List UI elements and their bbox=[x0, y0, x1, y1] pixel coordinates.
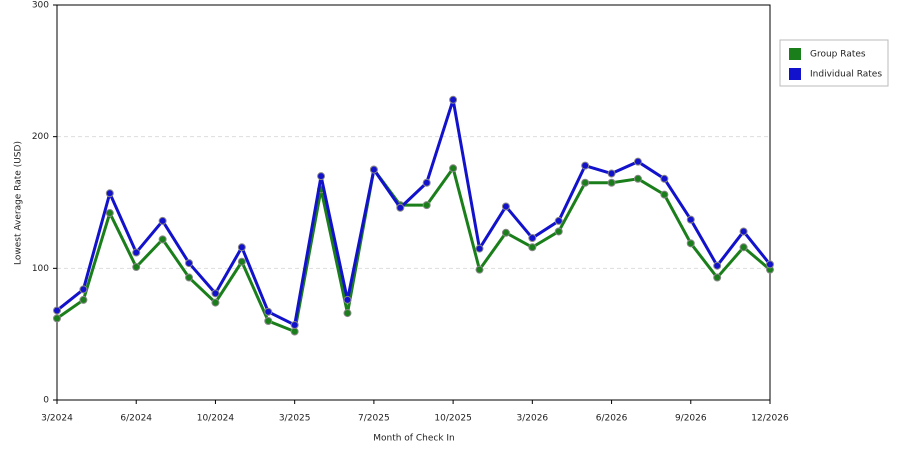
data-point bbox=[475, 244, 484, 253]
x-tick-label: 7/2025 bbox=[358, 414, 390, 424]
data-point bbox=[158, 216, 167, 225]
legend-label: Group Rates bbox=[810, 50, 866, 60]
data-point bbox=[501, 228, 510, 237]
data-point bbox=[581, 178, 590, 187]
data-point bbox=[501, 202, 510, 211]
data-point bbox=[766, 260, 774, 269]
series-line bbox=[56, 166, 771, 334]
y-tick-label: 300 bbox=[32, 1, 49, 11]
x-tick-label: 3/2024 bbox=[41, 414, 73, 424]
y-axis-label: Lowest Average Rate (USD) bbox=[14, 141, 24, 265]
y-tick-label: 200 bbox=[32, 132, 49, 142]
data-point bbox=[105, 189, 114, 198]
data-point bbox=[53, 306, 61, 315]
plot-frame bbox=[56, 4, 771, 401]
data-point bbox=[475, 265, 484, 274]
series-line bbox=[56, 98, 772, 327]
legend-swatch bbox=[789, 68, 801, 80]
data-point bbox=[739, 243, 748, 252]
data-point bbox=[290, 320, 299, 329]
data-point bbox=[633, 157, 642, 166]
x-tick-label: 6/2024 bbox=[120, 414, 152, 424]
x-tick-label: 3/2026 bbox=[516, 414, 548, 424]
data-point bbox=[554, 216, 563, 225]
x-tick-label: 10/2025 bbox=[434, 414, 471, 424]
x-tick-label: 9/2026 bbox=[675, 414, 707, 424]
y-tick-label: 100 bbox=[32, 264, 49, 274]
data-point bbox=[713, 261, 722, 270]
data-point bbox=[132, 263, 141, 272]
data-point bbox=[607, 178, 616, 187]
data-point bbox=[449, 95, 458, 104]
data-point bbox=[554, 227, 563, 236]
x-axis-label: Month of Check In bbox=[373, 434, 455, 444]
data-point bbox=[528, 234, 537, 243]
data-point bbox=[581, 161, 590, 170]
data-point bbox=[607, 169, 616, 178]
data-point bbox=[528, 243, 537, 252]
data-point bbox=[237, 257, 246, 266]
data-point bbox=[422, 178, 431, 187]
data-point bbox=[158, 235, 167, 244]
x-tick-label: 10/2024 bbox=[197, 414, 235, 424]
data-point bbox=[79, 285, 88, 294]
legend-swatch bbox=[789, 48, 801, 60]
data-point bbox=[422, 201, 431, 210]
data-point bbox=[79, 295, 88, 304]
data-point bbox=[317, 172, 326, 181]
data-point bbox=[105, 209, 114, 218]
data-point bbox=[211, 298, 220, 307]
data-point bbox=[185, 259, 194, 268]
data-point bbox=[343, 309, 352, 318]
data-point bbox=[396, 203, 405, 212]
data-point bbox=[449, 164, 458, 173]
data-point bbox=[132, 248, 141, 257]
data-point bbox=[369, 165, 378, 174]
x-tick-label: 12/2026 bbox=[751, 414, 789, 424]
data-point bbox=[53, 314, 61, 323]
legend-label: Individual Rates bbox=[810, 70, 882, 80]
data-point bbox=[211, 289, 220, 298]
data-point bbox=[237, 243, 246, 252]
data-point bbox=[264, 317, 273, 325]
data-point bbox=[660, 174, 669, 183]
data-point bbox=[343, 295, 352, 304]
x-tick-label: 6/2026 bbox=[596, 414, 628, 424]
data-point bbox=[660, 190, 669, 199]
data-point bbox=[633, 174, 642, 183]
data-point bbox=[686, 239, 695, 248]
data-point bbox=[713, 273, 722, 282]
data-point bbox=[185, 273, 194, 282]
data-point bbox=[739, 227, 748, 236]
x-tick-label: 3/2025 bbox=[279, 414, 311, 424]
data-point bbox=[686, 215, 695, 224]
data-point bbox=[264, 307, 273, 316]
data-point bbox=[290, 327, 299, 336]
y-tick-label: 0 bbox=[43, 396, 49, 406]
